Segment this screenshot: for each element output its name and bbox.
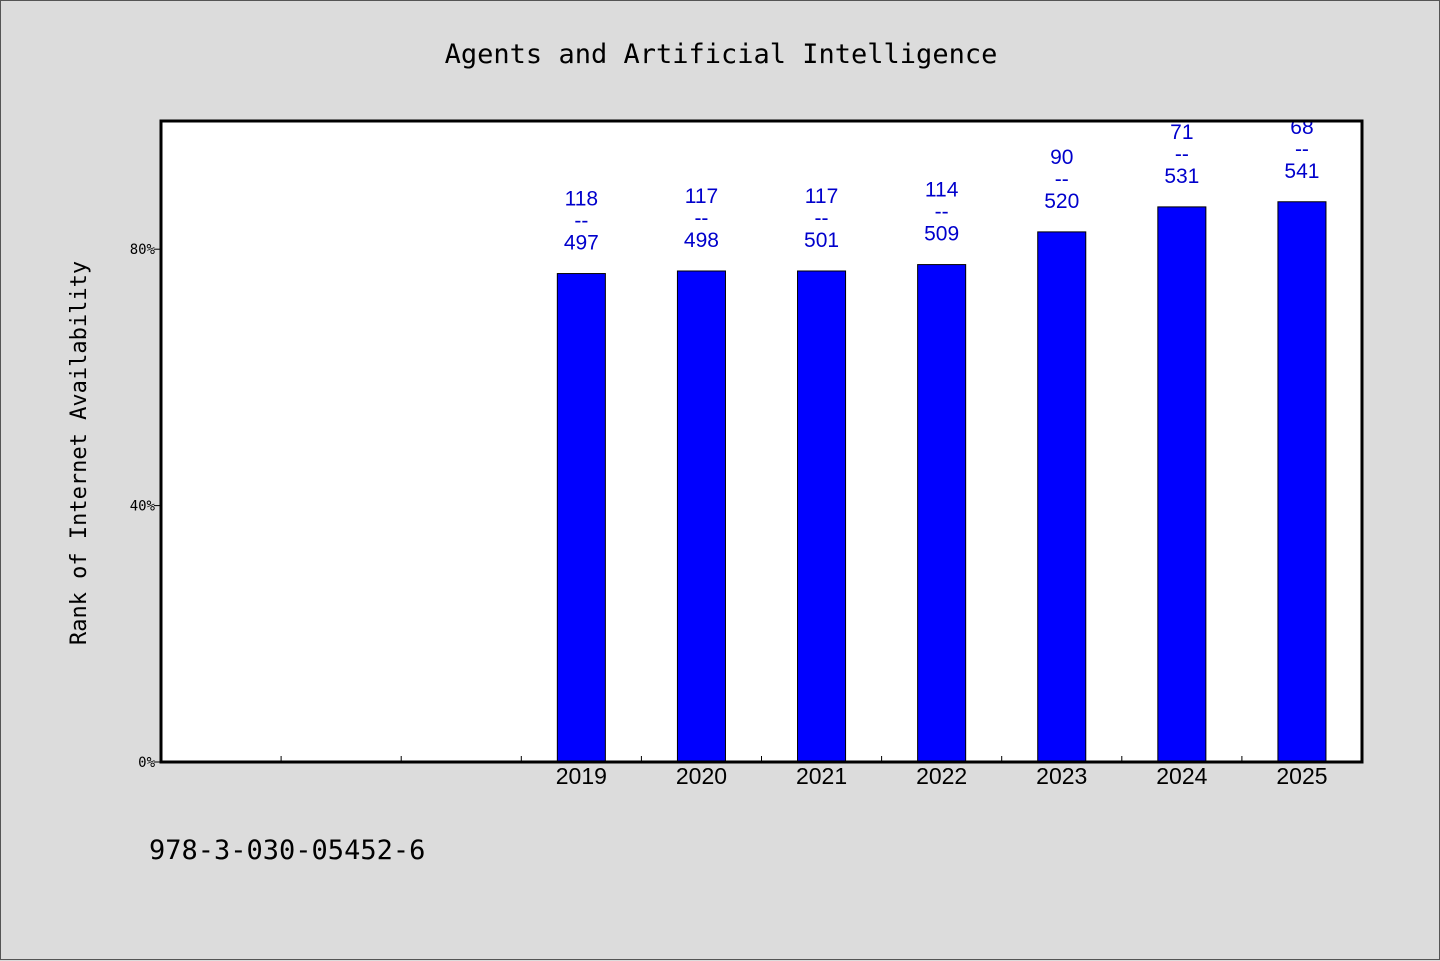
bars (556, 201, 1327, 763)
data-label-sep: -- (1175, 143, 1189, 166)
data-label-total: 541 (1284, 160, 1319, 183)
x-tick-label: 2020 (676, 763, 727, 789)
x-tick-label: 2024 (1156, 763, 1207, 789)
data-label-rank: 71 (1170, 121, 1193, 144)
data-label-sep: -- (935, 201, 949, 224)
x-tick-label: 2025 (1276, 763, 1327, 789)
data-label-sep: -- (1295, 138, 1309, 161)
bar-2025 (1277, 201, 1327, 763)
bar-2024 (1157, 206, 1207, 763)
y-tick-label: 40% (130, 499, 156, 515)
y-axis-label: Rank of Internet Availability (67, 261, 92, 645)
data-label-rank: 114 (925, 179, 959, 202)
isbn-footnote: 978-3-030-05452-6 (149, 835, 426, 866)
data-label-sep: -- (1055, 168, 1069, 191)
x-ticks: 2019 2020 2021 2022 2023 2024 2025 (280, 756, 1328, 789)
data-label-total: 498 (684, 229, 719, 252)
data-label-rank: 117 (685, 185, 718, 208)
y-tick-label: 80% (130, 242, 156, 258)
data-label-total: 520 (1044, 190, 1079, 213)
data-labels: 118--497117--498117--501114--50990--5207… (564, 116, 1320, 255)
data-label-rank: 117 (805, 185, 838, 208)
chart-title: Agents and Artificial Intelligence (445, 39, 998, 70)
y-ticks: 0% 40% 80% (130, 242, 161, 771)
x-tick-label: 2019 (556, 763, 607, 789)
bar-2021 (797, 270, 847, 763)
x-tick-label: 2022 (916, 763, 967, 789)
bar-2020 (676, 270, 726, 763)
data-label-sep: -- (694, 207, 708, 230)
y-tick-label: 0% (138, 755, 155, 771)
data-label-total: 531 (1164, 165, 1199, 188)
data-label-rank: 118 (565, 188, 598, 211)
bar-2022 (917, 264, 967, 763)
plot-border (159, 119, 1364, 764)
x-tick-label: 2023 (1036, 763, 1087, 789)
x-tick-label: 2021 (796, 763, 847, 789)
data-label-rank: 90 (1050, 146, 1073, 169)
data-label-rank: 68 (1290, 116, 1313, 139)
data-label-total: 509 (924, 223, 959, 246)
bar-2019 (556, 273, 606, 763)
data-label-sep: -- (815, 207, 829, 230)
bar-2023 (1037, 231, 1087, 763)
data-label-total: 501 (804, 229, 839, 252)
data-label-sep: -- (574, 210, 588, 233)
data-label-total: 497 (564, 232, 599, 255)
